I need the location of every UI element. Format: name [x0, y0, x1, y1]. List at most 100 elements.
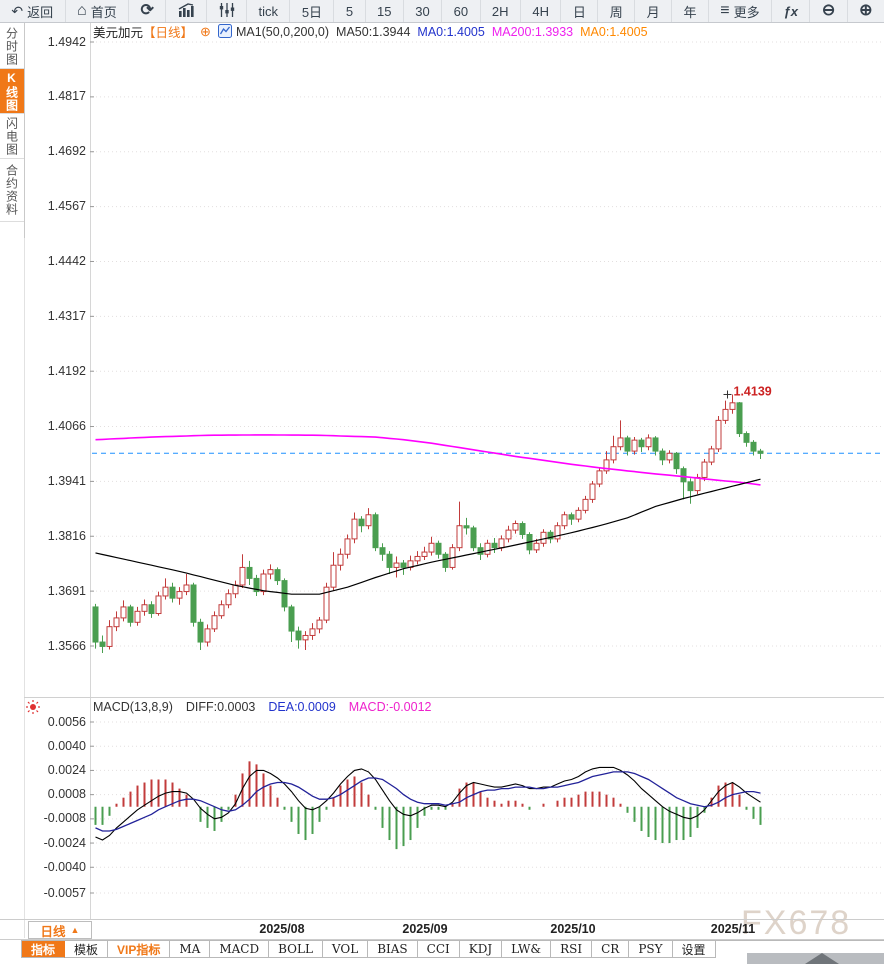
price-tick-label: 1.4442	[47, 253, 86, 268]
sidebar-item-contract-info[interactable]: 合约资料	[0, 159, 24, 222]
tab-boll[interactable]: BOLL	[269, 941, 323, 958]
macd-params-label: MACD(13,8,9)	[93, 700, 173, 714]
interval-label: 5	[345, 3, 354, 19]
ma200-value: MA200:1.3933	[491, 24, 574, 39]
tab-cr[interactable]: CR	[592, 941, 630, 958]
price-tick-label: 1.4192	[47, 363, 86, 378]
date-label: 2025/10	[550, 922, 596, 936]
menu-icon: ≡	[720, 2, 730, 19]
interval-label: 日	[572, 4, 586, 20]
date-label: 2025/11	[710, 922, 756, 936]
date-label: 2025/08	[259, 922, 305, 936]
macd-tick-label: 0.0024	[47, 762, 86, 777]
area-chart-button[interactable]	[166, 0, 208, 22]
svg-text:1.4139: 1.4139	[734, 384, 772, 398]
interval-label: 周	[609, 4, 623, 20]
home-label: 首页	[90, 4, 117, 20]
price-tick-label: 1.4942	[47, 34, 86, 49]
period-badge: 【日线】	[143, 26, 194, 40]
add-to-watchlist-icon[interactable]: ⊕	[200, 24, 211, 39]
macd-tick-label: -0.0008	[43, 811, 86, 826]
zoom-in-button[interactable]: ⊕	[848, 0, 884, 22]
scroll-handle[interactable]	[747, 953, 884, 964]
sidebar-item-minute-chart[interactable]: 分时图	[0, 24, 24, 69]
interval-label: tick	[258, 3, 278, 19]
refresh-button[interactable]: ⟳	[129, 0, 167, 22]
price-tick-label: 1.4567	[47, 199, 86, 214]
home-icon: ⌂	[77, 2, 87, 19]
interval-label: 月	[646, 4, 660, 20]
interval-label: 4H	[532, 3, 550, 19]
triangle-up-icon: ▲	[70, 925, 80, 935]
interval-15m-button[interactable]: 15	[366, 0, 404, 22]
price-tick-label: 1.3691	[47, 583, 86, 598]
ma0-orange-value: MA0:1.4005	[580, 24, 648, 39]
sidebar-item-lightning-chart[interactable]: 闪电图	[0, 114, 24, 159]
tab-psy[interactable]: PSY	[629, 941, 673, 958]
chart-type-sidebar: 分时图 K线图 闪电图 合约资料	[0, 22, 25, 238]
back-label: 返回	[27, 4, 54, 20]
macd-tick-label: 0.0008	[47, 787, 86, 802]
candlestick-chart[interactable]: 1.4139	[90, 22, 884, 697]
macd-tick-label: 0.0056	[47, 714, 86, 729]
macd-tick-label: -0.0024	[43, 835, 86, 850]
interval-60m-button[interactable]: 60	[442, 0, 481, 22]
refresh-icon: ⟳	[140, 2, 154, 19]
tab-ma[interactable]: MA	[170, 941, 211, 958]
ma-edit-icon[interactable]	[217, 24, 232, 39]
interval-5m-button[interactable]: 5	[334, 0, 366, 22]
macd-tick-label: -0.0040	[43, 859, 86, 874]
interval-tick-button[interactable]: tick	[247, 0, 291, 22]
kline-sliders-icon	[219, 3, 235, 19]
tab-vip-indicator[interactable]: VIP指标	[108, 941, 171, 958]
ma0-blue-value: MA0:1.4005	[417, 24, 485, 39]
interval-week-button[interactable]: 周	[598, 0, 636, 22]
symbol-name: 美元加元	[93, 26, 144, 40]
panel-divider	[24, 697, 884, 698]
period-selector-button[interactable]: 日线 ▲	[28, 921, 92, 939]
tab-rsi[interactable]: RSI	[551, 941, 593, 958]
interval-label: 年	[683, 4, 697, 20]
more-button[interactable]: ≡ 更多	[709, 0, 773, 22]
back-button[interactable]: ↶ 返回	[0, 0, 66, 22]
price-tick-label: 1.3566	[47, 638, 86, 653]
ma-settings-label: MA1(50,0,200,0)	[235, 24, 330, 39]
tab-macd[interactable]: MACD	[210, 941, 270, 958]
interval-30m-button[interactable]: 30	[404, 0, 443, 22]
sidebar-divider	[24, 22, 25, 938]
price-tick-label: 1.3941	[47, 473, 86, 488]
tab-cci[interactable]: CCI	[417, 941, 460, 958]
zoom-out-button[interactable]: ⊖	[810, 0, 848, 22]
macd-dea-value: DEA:0.0009	[268, 700, 336, 714]
macd-tick-label: 0.0040	[47, 738, 86, 753]
macd-hist-value: MACD:-0.0012	[348, 700, 432, 714]
sidebar-item-kline-chart[interactable]: K线图	[0, 69, 24, 114]
interval-2h-button[interactable]: 2H	[481, 0, 521, 22]
interval-5d-button[interactable]: 5日	[290, 0, 335, 22]
tab-template[interactable]: 模板	[65, 941, 109, 958]
bar-chart-icon	[178, 3, 195, 19]
zoom-in-icon: ⊕	[859, 2, 873, 19]
indicator-settings-sun-icon[interactable]	[25, 699, 41, 715]
tab-indicator[interactable]: 指标	[21, 941, 66, 958]
price-tick-label: 1.4817	[47, 89, 86, 104]
indicator-fx-button[interactable]: ƒx	[772, 0, 811, 22]
interval-label: 15	[376, 3, 392, 19]
tab-bias[interactable]: BIAS	[368, 941, 418, 958]
interval-year-button[interactable]: 年	[672, 0, 709, 22]
interval-month-button[interactable]: 月	[635, 0, 673, 22]
interval-label: 60	[453, 3, 469, 19]
tab-settings[interactable]: 设置	[672, 941, 716, 958]
home-button[interactable]: ⌂ 首页	[66, 0, 130, 22]
macd-info-bar: MACD(13,8,9) DIFF:0.0003 DEA:0.0009 MACD…	[93, 700, 431, 714]
macd-diff-value: DIFF:0.0003	[185, 700, 256, 714]
interval-label: 30	[415, 3, 430, 19]
macd-chart[interactable]	[90, 697, 884, 919]
interval-4h-button[interactable]: 4H	[521, 0, 562, 22]
tab-kdj[interactable]: KDJ	[459, 941, 503, 958]
tab-vol[interactable]: VOL	[322, 941, 369, 958]
kline-chart-button[interactable]	[207, 0, 248, 22]
interval-day-button[interactable]: 日	[561, 0, 599, 22]
tab-lwr[interactable]: LW&	[502, 941, 552, 958]
